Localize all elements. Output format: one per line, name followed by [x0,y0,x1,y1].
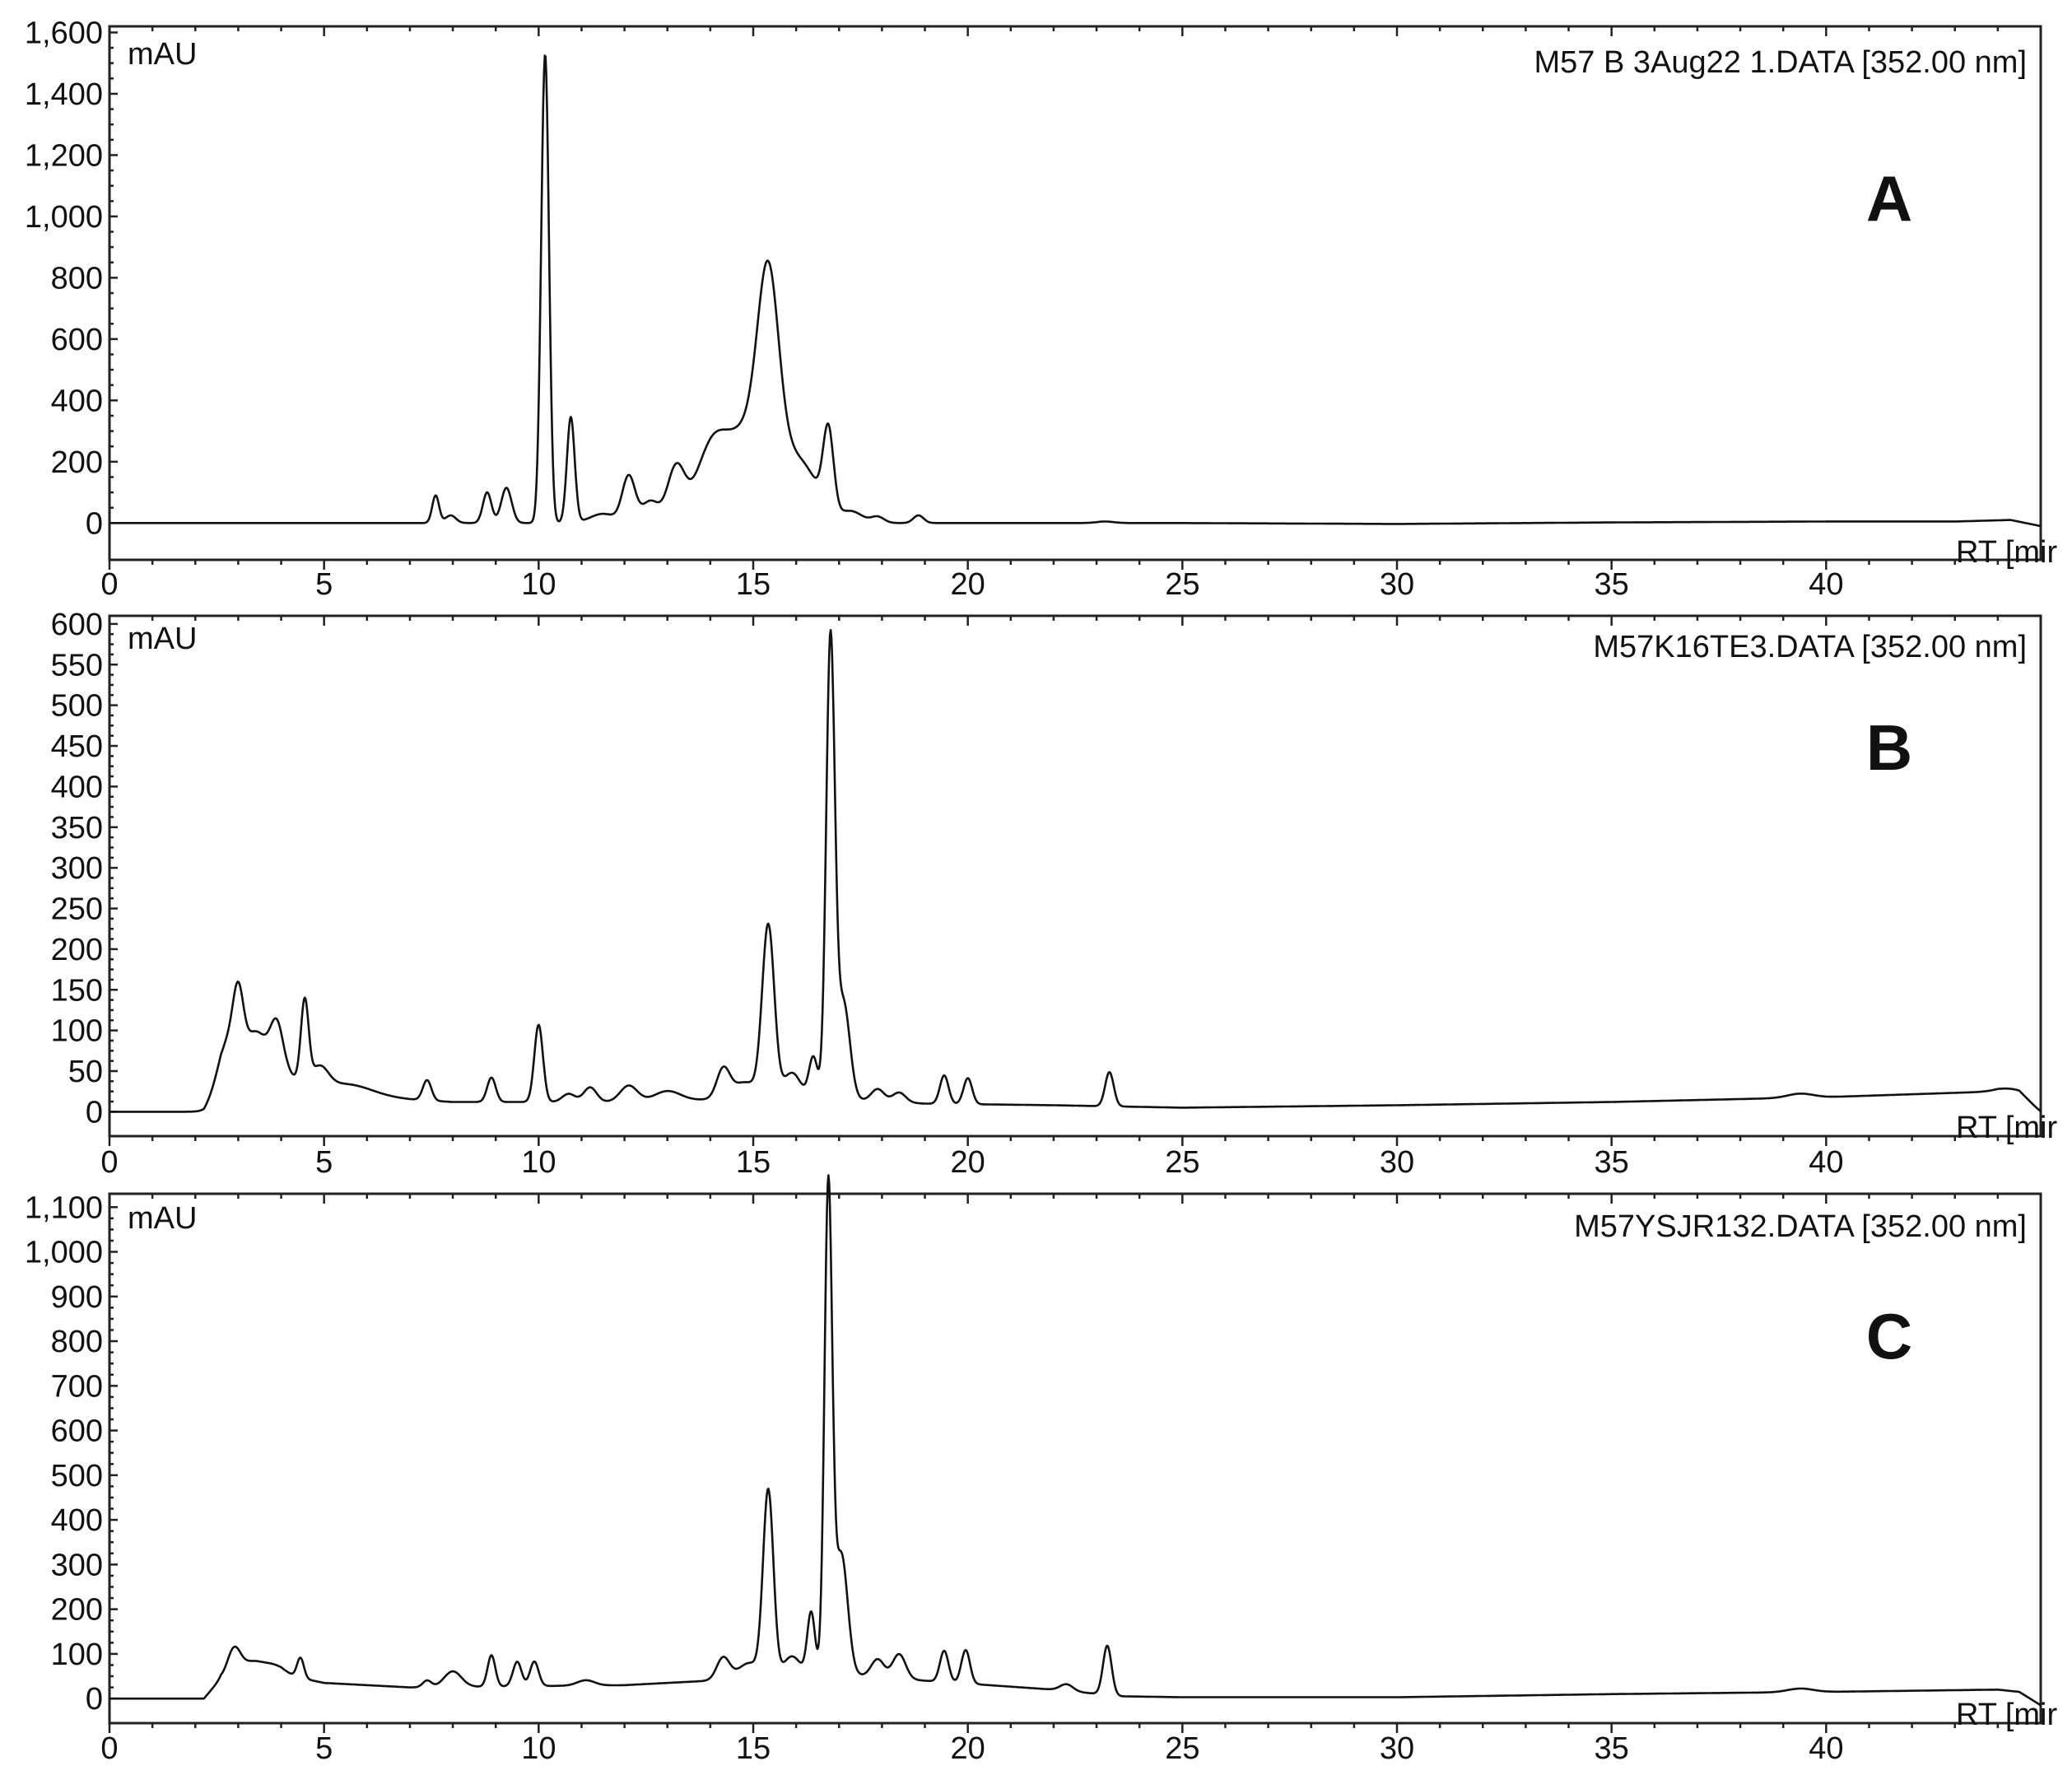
x-tick-label: 40 [1809,1145,1843,1180]
y-tick-label: 500 [51,689,103,724]
x-tick-label: 5 [315,567,333,602]
y-tick-label: 300 [51,1548,103,1582]
y-tick-label: 450 [51,729,103,764]
chromatogram-trace [109,1174,2042,1707]
y-tick-label: 1,000 [25,200,103,235]
chromatogram-panel-a: mAU M57 B 3Aug22 1.DATA [352.00 nm] A RT… [25,16,2058,602]
x-tick-label: 15 [736,1145,771,1180]
chromatogram-trace [109,629,2042,1113]
y-tick-label: 500 [51,1459,103,1493]
x-axis-ticks: 0 5 10 15 20 25 30 35 40 [100,1194,2000,1766]
x-tick-label: 25 [1165,1731,1199,1766]
x-axis-ticks: 0 5 10 15 20 25 30 35 40 [100,26,2000,602]
x-axis-ticks: 0 5 10 15 20 25 30 35 40 [100,616,2000,1180]
x-tick-label: 5 [315,1731,333,1766]
panel-letter: B [1866,711,1912,784]
x-axis-unit-label: RT [mir [1956,1698,2057,1732]
y-axis-ticks: 0 200 400 600 800 1,000 1,200 1,400 1,600 [25,16,118,541]
y-tick-label: 700 [51,1369,103,1404]
y-tick-label: 400 [51,1503,103,1538]
y-tick-label: 100 [51,1014,103,1049]
y-tick-label: 600 [51,608,103,642]
y-tick-label: 1,600 [25,16,103,50]
y-tick-label: 0 [86,1095,103,1130]
panel-letter: C [1866,1300,1912,1372]
y-tick-label: 800 [51,1325,103,1359]
x-tick-label: 20 [951,567,985,602]
chromatogram-panel-c: mAU M57YSJR132.DATA [352.00 nm] C RT [mi… [25,1174,2057,1766]
y-tick-label: 800 [51,261,103,296]
x-axis-unit-label: RT [mir [1956,535,2057,570]
y-tick-label: 200 [51,445,103,480]
y-tick-label: 400 [51,384,103,418]
data-file-label: M57K16TE3.DATA [352.00 nm] [1593,630,2027,664]
x-tick-label: 30 [1380,1145,1414,1180]
chromatogram-trace [109,54,2042,528]
y-tick-label: 900 [51,1280,103,1315]
x-tick-label: 35 [1595,567,1629,602]
x-tick-label: 20 [951,1145,985,1180]
x-tick-label: 40 [1809,567,1843,602]
y-tick-label: 400 [51,770,103,804]
x-tick-label: 0 [100,567,118,602]
y-axis-ticks: 0 50 100 150 200 250 300 350 400 450 500 550 600 [51,608,118,1130]
x-tick-label: 30 [1380,567,1414,602]
data-file-label: M57YSJR132.DATA [352.00 nm] [1574,1209,2027,1244]
x-tick-label: 40 [1809,1731,1843,1766]
plot-frame [108,614,2042,1138]
y-tick-label: 200 [51,933,103,967]
data-file-label: M57 B 3Aug22 1.DATA [352.00 nm] [1534,45,2028,80]
y-tick-label: 300 [51,851,103,886]
y-tick-label: 600 [51,1414,103,1449]
y-tick-label: 250 [51,892,103,927]
x-tick-label: 5 [315,1145,333,1180]
y-tick-label: 550 [51,648,103,683]
x-tick-label: 35 [1595,1731,1629,1766]
x-tick-label: 15 [736,1731,771,1766]
x-tick-label: 25 [1165,1145,1199,1180]
x-tick-label: 30 [1380,1731,1414,1766]
y-tick-label: 1,400 [25,77,103,112]
x-tick-label: 35 [1595,1145,1629,1180]
y-axis-unit-label: mAU [128,37,197,72]
y-tick-label: 1,000 [25,1236,103,1270]
panel-letter: A [1866,162,1912,235]
x-tick-label: 25 [1165,567,1199,602]
plot-frame [108,25,2042,561]
x-axis-unit-label: RT [mir [1956,1111,2057,1145]
y-tick-label: 100 [51,1638,103,1672]
chromatogram-panel-b: mAU M57K16TE3.DATA [352.00 nm] B RT [mir… [51,608,2058,1180]
y-tick-label: 600 [51,323,103,357]
x-tick-label: 0 [100,1731,118,1766]
y-tick-label: 350 [51,811,103,846]
y-tick-label: 0 [86,506,103,541]
x-tick-label: 10 [521,567,556,602]
x-tick-label: 0 [100,1145,118,1180]
y-axis-unit-label: mAU [128,622,197,656]
x-tick-label: 15 [736,567,771,602]
y-tick-label: 1,100 [25,1190,103,1225]
x-tick-label: 20 [951,1731,985,1766]
y-tick-label: 150 [51,973,103,1008]
x-tick-label: 10 [521,1731,556,1766]
x-tick-label: 10 [521,1145,556,1180]
y-tick-label: 200 [51,1593,103,1628]
y-axis-ticks: 0 100 200 300 400 500 600 700 800 900 1,000 1,100 [25,1190,118,1717]
plot-frame [108,1192,2042,1725]
y-tick-label: 50 [68,1055,103,1089]
y-axis-unit-label: mAU [128,1201,197,1236]
y-tick-label: 0 [86,1682,103,1717]
y-tick-label: 1,200 [25,138,103,173]
